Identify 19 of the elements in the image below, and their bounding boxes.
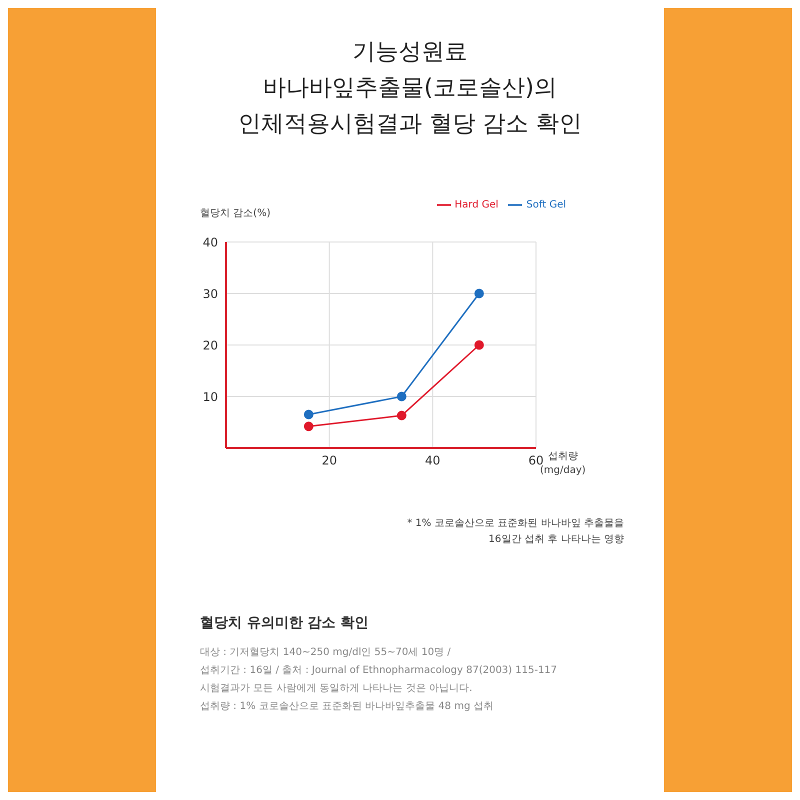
text: 대상 : 기저혈당치 140~250 mg/dl인 55~70세 10명 / 섭취기간 : 16일 / 출처 : Journal of Ethnopharmacology 87(2003) 115-117 시험결과가 모든 사람에게 동일하게 나타나는 것은 아닙니다. 섭취량 : 1% 코로솔산으로 표준화된 바나바잎추출물 48 mg 섭취 — [200, 646, 558, 714]
point — [474, 288, 484, 298]
point — [304, 422, 314, 432]
point — [304, 410, 314, 420]
legend-label: Hard Gel — [454, 200, 498, 211]
text: * 1% 코로솔산으로 표준화된 바나바잎 추출물을 16일간 섭취 후 나타나는 영향 — [407, 517, 624, 547]
y-tick-label: 30 — [202, 286, 218, 301]
y-tick-label: 10 — [202, 390, 218, 404]
chart-title: 기능성원료 바나바잎추출물(코로솔산)의 인체적용시험결과 혈당 감소 확인 — [237, 38, 583, 139]
text: 혈당치 유의미한 감소 확인 — [200, 614, 369, 632]
y-axis-title: 혈당치 감소(%) — [200, 207, 270, 220]
y-tick-label: 20 — [202, 338, 218, 352]
point — [474, 340, 484, 350]
y-tick-label: 40 — [202, 235, 218, 250]
x-tick-label: 40 — [425, 454, 440, 468]
point — [396, 410, 406, 420]
legend-label: Soft Gel — [526, 200, 566, 211]
point — [396, 392, 406, 402]
x-tick-label: 20 — [322, 454, 337, 468]
